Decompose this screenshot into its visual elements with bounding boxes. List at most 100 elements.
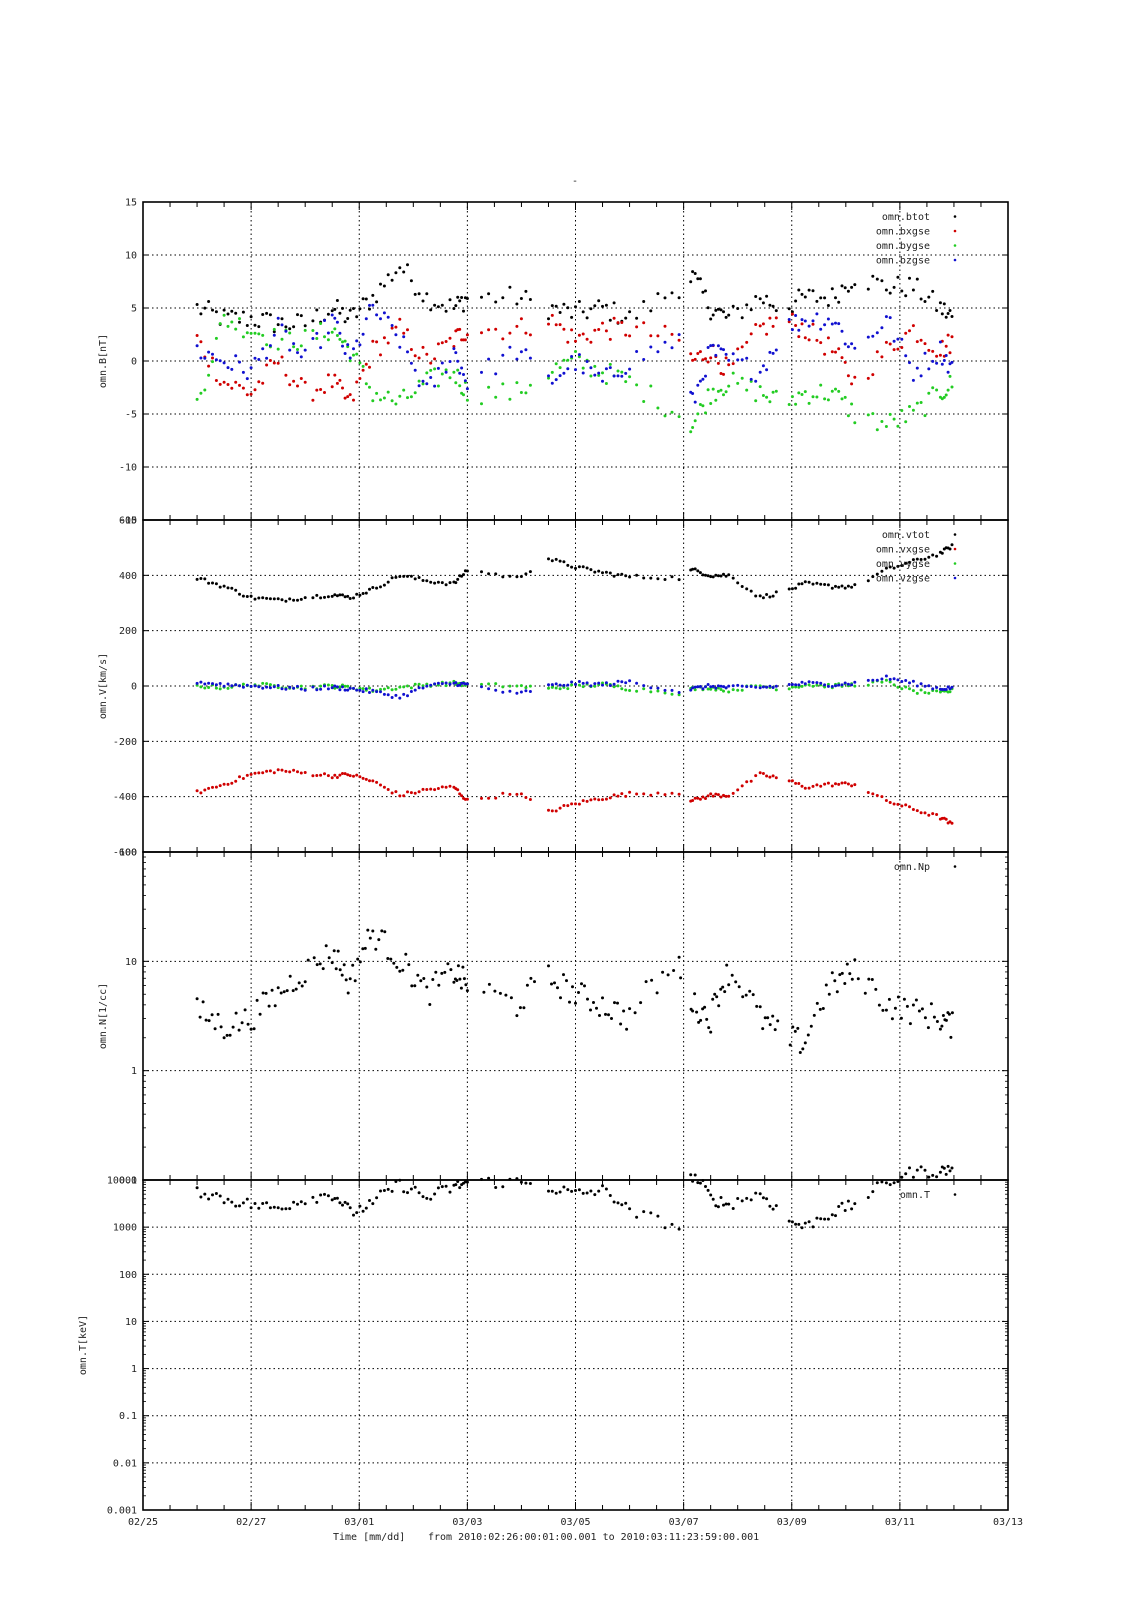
data-point [585, 360, 589, 363]
data-point [663, 691, 667, 695]
data-point [459, 986, 463, 990]
data-point [706, 794, 710, 798]
y-tick-label: 1 [131, 1364, 137, 1375]
data-point [413, 391, 417, 395]
data-point [413, 682, 417, 686]
data-point [774, 348, 778, 352]
data-point [612, 685, 616, 689]
data-point [944, 688, 948, 691]
data-point [597, 373, 601, 377]
data-point [501, 1185, 505, 1189]
data-point [358, 361, 362, 365]
data-point [693, 357, 697, 361]
data-point [241, 594, 245, 598]
data-point [562, 327, 566, 331]
data-point [607, 1013, 610, 1017]
data-point [276, 1206, 280, 1210]
data-point [716, 361, 720, 365]
data-point [454, 381, 458, 385]
data-point [348, 597, 352, 600]
data-point [214, 686, 218, 690]
data-point [207, 373, 211, 377]
data-point [245, 331, 249, 335]
data-point [908, 805, 911, 809]
data-point [501, 353, 505, 357]
data-point [768, 350, 772, 354]
data-point [319, 773, 323, 777]
data-point [358, 960, 362, 964]
data-point [371, 303, 375, 307]
y-tick-label: -400 [113, 792, 137, 803]
data-point [888, 342, 892, 346]
data-point [740, 316, 744, 320]
series-omn-vygse [195, 678, 954, 697]
data-point [204, 1018, 208, 1022]
data-point [436, 384, 440, 388]
data-point [577, 991, 580, 994]
data-point [871, 373, 875, 377]
data-point [524, 348, 528, 352]
data-point [355, 339, 359, 343]
data-point [709, 344, 713, 348]
data-point [915, 684, 919, 688]
data-point [436, 366, 440, 370]
data-point [904, 803, 908, 807]
data-point [234, 311, 238, 315]
data-point [421, 1195, 425, 1199]
data-point [577, 300, 581, 303]
data-point [550, 313, 554, 317]
data-point [226, 324, 230, 328]
data-point [368, 307, 371, 311]
data-point [768, 595, 772, 599]
data-point [771, 1207, 775, 1211]
data-point [758, 370, 762, 374]
data-point [547, 686, 550, 690]
data-point [528, 684, 532, 688]
data-point [745, 587, 749, 591]
data-point [765, 1197, 769, 1201]
data-point [528, 690, 532, 693]
data-point [284, 599, 288, 603]
data-point [550, 1189, 554, 1193]
data-point [440, 1185, 444, 1189]
data-point [938, 340, 942, 344]
data-point [787, 683, 791, 686]
data-point [315, 308, 319, 312]
data-point [288, 770, 292, 774]
data-point [480, 402, 483, 406]
data-point [581, 565, 585, 569]
data-point [758, 385, 762, 389]
data-point [774, 776, 778, 780]
data-point [524, 686, 528, 690]
data-point [338, 337, 342, 341]
data-point [458, 683, 462, 687]
data-point [589, 366, 593, 370]
data-point [670, 575, 674, 579]
data-point [931, 386, 935, 390]
data-point [421, 787, 425, 791]
data-point [754, 774, 758, 778]
data-point [919, 374, 923, 378]
data-point [823, 782, 827, 786]
data-point [840, 971, 844, 975]
data-point [604, 329, 608, 333]
data-point [203, 356, 207, 360]
data-point [704, 374, 707, 378]
data-point [758, 324, 762, 328]
data-point [198, 1015, 202, 1019]
data-point [736, 683, 740, 687]
data-point [904, 331, 908, 335]
data-point [380, 929, 384, 933]
data-point [416, 973, 420, 977]
data-point [342, 963, 346, 967]
data-point [628, 310, 632, 314]
data-point [241, 310, 245, 314]
data-point [550, 685, 554, 689]
data-point [515, 324, 519, 328]
data-point [677, 415, 681, 419]
data-point [501, 791, 505, 795]
data-point [703, 1005, 707, 1009]
data-point [265, 343, 269, 347]
data-point [880, 1180, 884, 1184]
data-point [923, 300, 927, 303]
